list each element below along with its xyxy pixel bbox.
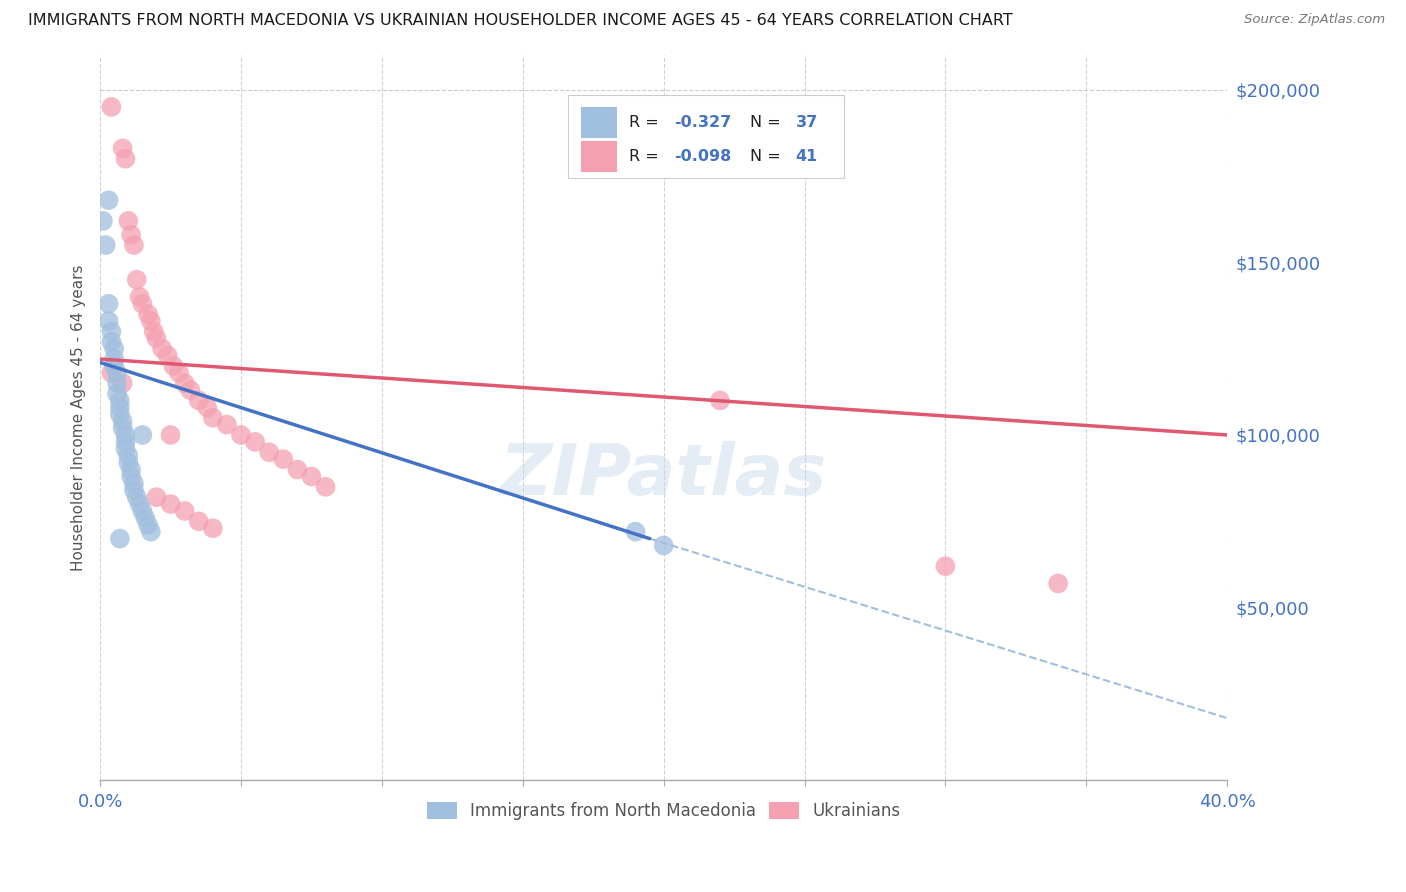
FancyBboxPatch shape xyxy=(568,95,844,178)
Point xyxy=(131,504,153,518)
Point xyxy=(97,297,120,311)
Point xyxy=(139,524,162,539)
Point xyxy=(114,152,136,166)
Point xyxy=(145,331,167,345)
Point xyxy=(108,407,131,421)
Text: R =: R = xyxy=(628,115,664,130)
Point xyxy=(315,480,337,494)
Point xyxy=(229,428,252,442)
Point xyxy=(114,442,136,456)
Text: -0.098: -0.098 xyxy=(673,149,731,164)
Point xyxy=(131,428,153,442)
Point xyxy=(120,227,142,242)
Point xyxy=(108,401,131,415)
Point xyxy=(111,376,134,391)
Point xyxy=(709,393,731,408)
Point xyxy=(117,214,139,228)
Point xyxy=(131,297,153,311)
Point xyxy=(142,325,165,339)
Point xyxy=(100,366,122,380)
Point xyxy=(173,376,195,391)
Point xyxy=(97,193,120,207)
Point xyxy=(201,521,224,535)
FancyBboxPatch shape xyxy=(582,142,617,172)
Text: ZIPatlas: ZIPatlas xyxy=(501,442,827,510)
Point xyxy=(108,532,131,546)
Point xyxy=(117,456,139,470)
Point xyxy=(145,490,167,504)
Point xyxy=(114,434,136,449)
Point xyxy=(156,349,179,363)
Point xyxy=(100,325,122,339)
Point xyxy=(105,366,128,380)
Point xyxy=(136,517,159,532)
Point xyxy=(103,351,125,366)
Point xyxy=(287,462,309,476)
Point xyxy=(173,504,195,518)
Text: Source: ZipAtlas.com: Source: ZipAtlas.com xyxy=(1244,13,1385,27)
Point xyxy=(111,141,134,155)
Point xyxy=(624,524,647,539)
Point xyxy=(159,428,181,442)
Point xyxy=(111,414,134,428)
Text: N =: N = xyxy=(751,149,786,164)
Point xyxy=(94,238,117,252)
Point xyxy=(120,462,142,476)
Text: 41: 41 xyxy=(796,149,818,164)
Point xyxy=(215,417,238,432)
Point xyxy=(122,238,145,252)
Point xyxy=(201,410,224,425)
Point xyxy=(125,272,148,286)
Point xyxy=(271,452,294,467)
FancyBboxPatch shape xyxy=(582,107,617,137)
Point xyxy=(187,393,209,408)
Point xyxy=(187,514,209,528)
Point xyxy=(179,383,201,397)
Point xyxy=(162,359,184,373)
Legend: Immigrants from North Macedonia, Ukrainians: Immigrants from North Macedonia, Ukraini… xyxy=(420,795,907,826)
Point xyxy=(139,314,162,328)
Point xyxy=(301,469,323,483)
Point xyxy=(134,511,156,525)
Point xyxy=(128,497,150,511)
Text: IMMIGRANTS FROM NORTH MACEDONIA VS UKRAINIAN HOUSEHOLDER INCOME AGES 45 - 64 YEA: IMMIGRANTS FROM NORTH MACEDONIA VS UKRAI… xyxy=(28,13,1012,29)
Point xyxy=(111,421,134,435)
Point xyxy=(100,334,122,349)
Point xyxy=(120,469,142,483)
Text: -0.327: -0.327 xyxy=(673,115,731,130)
Text: R =: R = xyxy=(628,149,664,164)
Point xyxy=(243,434,266,449)
Point xyxy=(100,100,122,114)
Point xyxy=(103,359,125,373)
Point xyxy=(150,342,173,356)
Point xyxy=(652,539,675,553)
Point xyxy=(934,559,956,574)
Point xyxy=(122,476,145,491)
Point xyxy=(125,490,148,504)
Y-axis label: Householder Income Ages 45 - 64 years: Householder Income Ages 45 - 64 years xyxy=(72,264,86,571)
Point xyxy=(136,307,159,321)
Point xyxy=(159,497,181,511)
Point xyxy=(1047,576,1070,591)
Point xyxy=(114,428,136,442)
Point xyxy=(105,376,128,391)
Point xyxy=(108,393,131,408)
Point xyxy=(103,342,125,356)
Point xyxy=(97,314,120,328)
Point xyxy=(195,401,218,415)
Point xyxy=(105,386,128,401)
Point xyxy=(257,445,280,459)
Point xyxy=(117,449,139,463)
Text: 37: 37 xyxy=(796,115,818,130)
Point xyxy=(128,290,150,304)
Point xyxy=(167,366,190,380)
Point xyxy=(122,483,145,498)
Text: N =: N = xyxy=(751,115,786,130)
Point xyxy=(91,214,114,228)
